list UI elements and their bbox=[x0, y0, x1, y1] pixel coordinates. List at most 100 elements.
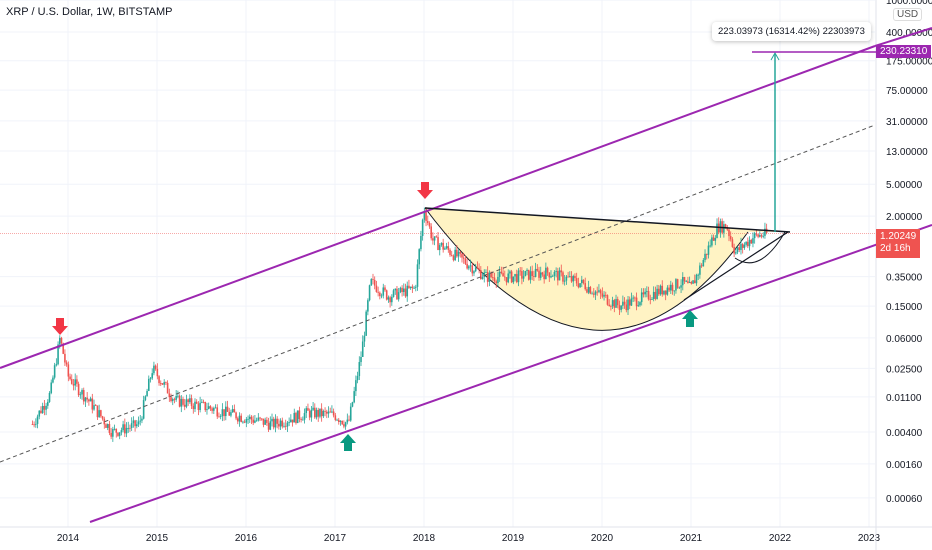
candle-body bbox=[396, 288, 398, 300]
candle-body bbox=[764, 228, 766, 236]
candle-body bbox=[337, 419, 340, 423]
sell-arrow-icon bbox=[52, 318, 68, 335]
candle-body bbox=[728, 229, 730, 237]
candle-body bbox=[358, 362, 361, 377]
candle-body bbox=[666, 287, 669, 295]
candle-body bbox=[637, 305, 640, 307]
candle-body bbox=[96, 405, 99, 418]
candle-body bbox=[281, 420, 284, 427]
candle-body bbox=[365, 311, 367, 336]
candle-body bbox=[372, 279, 374, 280]
candle-body bbox=[743, 244, 746, 248]
candle-body bbox=[497, 276, 499, 284]
candle-body bbox=[379, 292, 381, 296]
candle-body bbox=[303, 413, 306, 420]
candle-body bbox=[480, 270, 482, 280]
candle-body bbox=[53, 365, 56, 378]
candle-body bbox=[136, 424, 138, 427]
candle-body bbox=[98, 410, 100, 418]
candle-body bbox=[325, 411, 328, 414]
x-tick-label: 2015 bbox=[146, 533, 169, 544]
target-price-tag: 230.23310 bbox=[876, 45, 932, 58]
candle-body bbox=[714, 237, 717, 241]
candle-body bbox=[69, 376, 71, 380]
candle-body bbox=[750, 239, 753, 244]
candle-body bbox=[82, 390, 85, 402]
candle-body bbox=[575, 278, 578, 284]
candle-body bbox=[317, 409, 320, 417]
candle-body bbox=[307, 408, 309, 411]
candle-body bbox=[474, 267, 477, 272]
candle-body bbox=[355, 380, 357, 392]
candle-body bbox=[519, 270, 521, 272]
candle-body bbox=[74, 379, 76, 386]
candle-body bbox=[486, 272, 489, 282]
channel-upper-ext bbox=[874, 27, 932, 47]
candle-body bbox=[500, 271, 503, 274]
candle-body bbox=[368, 285, 371, 301]
candle-body bbox=[218, 416, 220, 418]
candle-body bbox=[351, 402, 354, 407]
candle-body bbox=[166, 382, 169, 394]
candle-body bbox=[582, 279, 585, 284]
candle-body bbox=[60, 337, 63, 344]
candle-body bbox=[522, 276, 525, 279]
candle-body bbox=[438, 245, 441, 251]
candle-body bbox=[673, 290, 676, 292]
x-tick-label: 2020 bbox=[591, 533, 614, 544]
candle-body bbox=[235, 412, 237, 419]
candle-body bbox=[141, 418, 143, 421]
candle-body bbox=[213, 408, 215, 411]
candle-body bbox=[745, 241, 747, 245]
candle-body bbox=[202, 401, 205, 403]
candle-body bbox=[683, 277, 686, 282]
candle-body bbox=[603, 294, 605, 297]
candle-body bbox=[72, 383, 75, 386]
candle-body bbox=[77, 383, 80, 396]
candle-body bbox=[661, 285, 664, 295]
candle-body bbox=[687, 281, 689, 284]
candle-body bbox=[574, 275, 576, 279]
candle-body bbox=[539, 272, 542, 278]
candle-body bbox=[276, 418, 278, 424]
candle-body bbox=[100, 410, 102, 417]
candle-body bbox=[35, 423, 37, 425]
candle-body bbox=[233, 409, 236, 413]
y-tick-label: 75.00000 bbox=[886, 86, 928, 97]
candle-body bbox=[385, 290, 388, 300]
candle-body bbox=[724, 224, 727, 229]
candle-body bbox=[610, 306, 612, 307]
candle-body bbox=[435, 236, 438, 238]
candle-body bbox=[50, 382, 53, 393]
candle-body bbox=[404, 288, 407, 297]
candle-body bbox=[517, 270, 520, 283]
resistance-line bbox=[424, 207, 791, 233]
candle-body bbox=[286, 422, 289, 427]
candle-body bbox=[567, 276, 569, 278]
candle-body bbox=[252, 419, 254, 423]
candle-body bbox=[144, 396, 147, 401]
candle-body bbox=[464, 258, 467, 264]
candle-body bbox=[726, 228, 729, 230]
candle-body bbox=[349, 406, 352, 421]
candle-body bbox=[192, 405, 195, 410]
candle-body bbox=[618, 305, 621, 310]
y-tick-label: 0.35000 bbox=[886, 273, 923, 284]
candle-body bbox=[125, 427, 128, 434]
candle-body bbox=[740, 244, 742, 250]
symbol-title: XRP / U.S. Dollar, 1W, BITSTAMP bbox=[6, 6, 173, 18]
candle-body bbox=[592, 293, 595, 295]
last-price-tag: 1.20249 bbox=[880, 231, 917, 242]
y-tick-label: 0.00160 bbox=[886, 460, 923, 471]
candle-body bbox=[124, 424, 126, 434]
candle-body bbox=[139, 420, 142, 422]
candle-body bbox=[755, 233, 758, 235]
candle-body bbox=[733, 246, 735, 254]
candle-body bbox=[601, 293, 604, 297]
candle-body bbox=[283, 425, 285, 427]
candle-body bbox=[344, 422, 347, 427]
candle-body bbox=[462, 257, 465, 259]
candle-body bbox=[512, 276, 515, 283]
currency-label[interactable]: USD bbox=[893, 8, 923, 21]
